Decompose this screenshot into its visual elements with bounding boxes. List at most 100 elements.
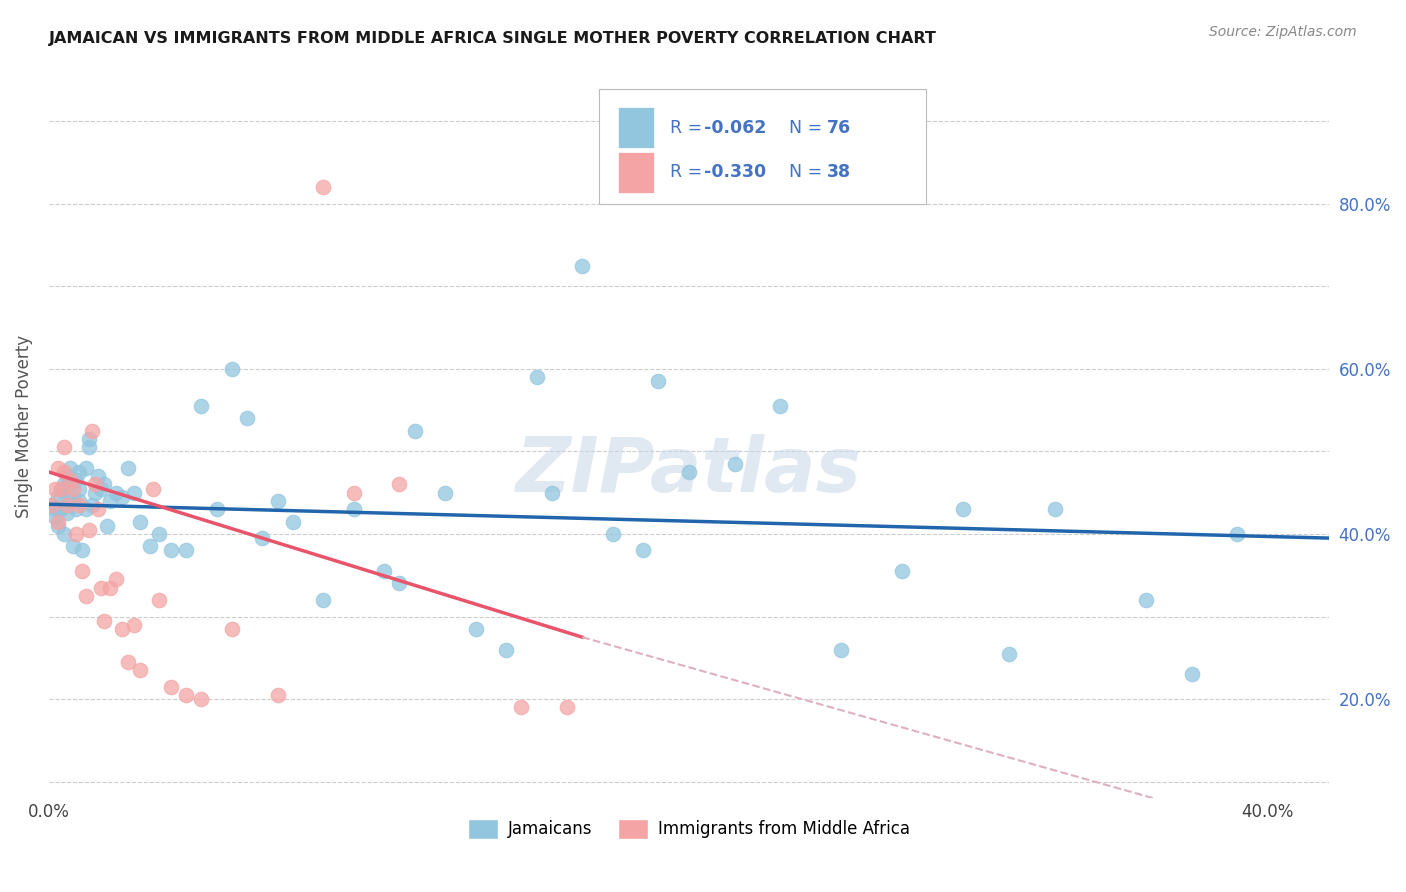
- Point: [769, 399, 792, 413]
- Point: [75, 502, 97, 516]
- Point: [723, 457, 745, 471]
- Point: [72, 564, 94, 578]
- Point: [46, 518, 69, 533]
- Point: [49, 502, 72, 516]
- Point: [540, 485, 562, 500]
- Point: [49, 482, 72, 496]
- Point: [62, 494, 84, 508]
- Point: [56, 469, 79, 483]
- Text: N =: N =: [789, 119, 828, 136]
- Point: [62, 482, 84, 496]
- Legend: Jamaicans, Immigrants from Middle Africa: Jamaicans, Immigrants from Middle Africa: [461, 812, 917, 846]
- Point: [343, 485, 366, 500]
- Point: [69, 498, 91, 512]
- Point: [281, 515, 304, 529]
- Point: [53, 465, 76, 479]
- Point: [221, 622, 243, 636]
- Point: [1043, 502, 1066, 516]
- Point: [555, 700, 578, 714]
- Point: [46, 502, 69, 516]
- Point: [46, 515, 69, 529]
- Point: [148, 527, 170, 541]
- Point: [65, 473, 87, 487]
- Point: [83, 485, 105, 500]
- Point: [65, 502, 87, 516]
- Point: [434, 485, 457, 500]
- Point: [117, 461, 139, 475]
- Point: [571, 259, 593, 273]
- Point: [80, 498, 103, 512]
- Point: [190, 692, 212, 706]
- Point: [93, 614, 115, 628]
- Point: [142, 482, 165, 496]
- Text: N =: N =: [789, 163, 828, 181]
- Point: [495, 642, 517, 657]
- Point: [69, 482, 91, 496]
- Point: [77, 523, 100, 537]
- Point: [174, 543, 197, 558]
- Point: [1226, 527, 1249, 541]
- Point: [87, 469, 110, 483]
- Point: [221, 362, 243, 376]
- Point: [41, 498, 63, 512]
- Point: [174, 688, 197, 702]
- Point: [312, 593, 335, 607]
- Text: -0.330: -0.330: [704, 163, 766, 181]
- Point: [98, 581, 121, 595]
- Point: [105, 485, 128, 500]
- Point: [205, 502, 228, 516]
- Point: [343, 502, 366, 516]
- Point: [93, 477, 115, 491]
- Point: [83, 477, 105, 491]
- Point: [830, 642, 852, 657]
- Point: [80, 424, 103, 438]
- Point: [236, 411, 259, 425]
- Point: [124, 485, 146, 500]
- Point: [404, 424, 426, 438]
- Point: [891, 564, 914, 578]
- Point: [464, 622, 486, 636]
- Point: [49, 482, 72, 496]
- Point: [998, 647, 1021, 661]
- Point: [90, 581, 112, 595]
- Point: [148, 593, 170, 607]
- Point: [252, 531, 274, 545]
- Point: [129, 663, 152, 677]
- Point: [75, 589, 97, 603]
- Bar: [619, 107, 654, 148]
- Point: [678, 465, 700, 479]
- Point: [53, 485, 76, 500]
- Point: [160, 543, 183, 558]
- Point: [69, 465, 91, 479]
- Point: [62, 539, 84, 553]
- Point: [46, 461, 69, 475]
- Point: [72, 543, 94, 558]
- Point: [44, 510, 66, 524]
- Point: [373, 564, 395, 578]
- Text: R =: R =: [669, 163, 707, 181]
- Point: [65, 527, 87, 541]
- Text: Source: ZipAtlas.com: Source: ZipAtlas.com: [1209, 25, 1357, 39]
- Text: 76: 76: [827, 119, 851, 136]
- Point: [41, 498, 63, 512]
- Point: [56, 506, 79, 520]
- Point: [98, 494, 121, 508]
- Text: R =: R =: [669, 119, 707, 136]
- Point: [312, 180, 335, 194]
- Point: [129, 515, 152, 529]
- Text: -0.062: -0.062: [704, 119, 766, 136]
- Point: [53, 527, 76, 541]
- Point: [77, 440, 100, 454]
- Point: [647, 374, 669, 388]
- Point: [510, 700, 533, 714]
- Point: [526, 370, 548, 384]
- Point: [53, 440, 76, 454]
- Point: [59, 477, 82, 491]
- Point: [44, 502, 66, 516]
- Point: [90, 482, 112, 496]
- Point: [77, 432, 100, 446]
- Point: [69, 494, 91, 508]
- Point: [952, 502, 974, 516]
- Point: [266, 688, 288, 702]
- Point: [124, 617, 146, 632]
